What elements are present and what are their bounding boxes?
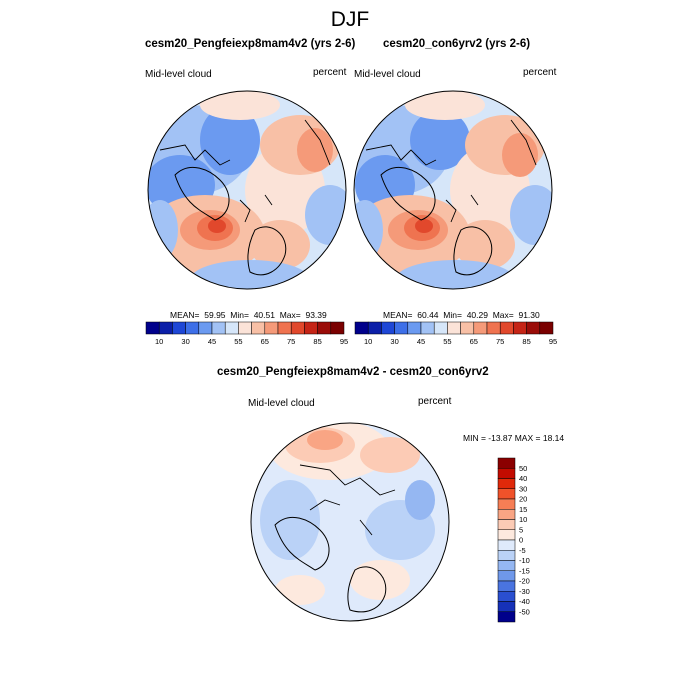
colorbar-swatch [354, 321, 369, 335]
diff-colorbar-tick-label: -5 [519, 546, 526, 555]
colorbar-swatch [290, 321, 305, 335]
colorbar-swatch [158, 321, 173, 335]
diff-colorbar-swatch [497, 468, 516, 479]
colorbar-swatch [407, 321, 422, 335]
colorbar-tick-label: 95 [549, 337, 557, 346]
colorbar-swatch [486, 321, 501, 335]
diff-colorbar-tick-label: -30 [519, 587, 530, 596]
colorbar-tick-label: 30 [390, 337, 398, 346]
diff-colorbar-tick-label: -50 [519, 607, 530, 616]
colorbar-swatch [185, 321, 200, 335]
colorbar-swatch [264, 321, 279, 335]
diff-colorbar-swatch [497, 570, 516, 582]
colorbar-tick-label: 45 [417, 337, 425, 346]
colorbar-swatch [224, 321, 239, 335]
colorbar-swatch [473, 321, 488, 335]
diff-colorbar-swatch [497, 601, 516, 612]
colorbar-swatch [499, 321, 514, 335]
diff-colorbar-swatch [497, 519, 516, 530]
panel1-stats: MEAN= 59.95 Min= 40.51 Max= 93.39 [170, 310, 327, 320]
diff-colorbar-swatch [497, 457, 516, 469]
colorbar-swatch [447, 321, 461, 335]
panel1-variable: Mid-level cloud [145, 69, 212, 80]
diff-colorbar-swatch [497, 591, 516, 602]
diff-colorbar-tick-label: -40 [519, 597, 530, 606]
panel1-colorbar: 10 30 45 55 65 75 85 95 [145, 321, 348, 346]
diff-colorbar-swatch [497, 478, 516, 489]
colorbar-tick-label: 85 [313, 337, 321, 346]
colorbar-swatch [330, 321, 345, 335]
diff-colorbar-swatch [497, 611, 516, 623]
colorbar-swatch [539, 321, 554, 335]
colorbar-tick-label: 95 [340, 337, 348, 346]
diff-colorbar-tick-label: -10 [519, 556, 530, 565]
panel2-colorbar: 10 30 45 55 65 75 85 95 [354, 321, 557, 346]
colorbar-swatch [238, 321, 252, 335]
colorbar-swatch [145, 321, 160, 335]
colorbar-swatch [367, 321, 382, 335]
diff-colorbar-tick-label: 15 [519, 505, 527, 514]
panel1-polar-map [147, 90, 347, 290]
diff-colorbar-swatch [497, 560, 516, 571]
colorbar-swatch [304, 321, 318, 335]
panel2-stats: MEAN= 60.44 Min= 40.29 Max= 91.30 [383, 310, 540, 320]
colorbar-swatch [513, 321, 527, 335]
diff-colorbar-swatch [497, 509, 516, 520]
panel3-variable: Mid-level cloud [248, 398, 315, 409]
colorbar-tick-label: 55 [443, 337, 451, 346]
colorbar-swatch [394, 321, 409, 335]
colorbar-tick-label: 30 [181, 337, 189, 346]
diff-colorbar-tick-label: 50 [519, 464, 527, 473]
diff-colorbar-tick-label: 20 [519, 495, 527, 504]
colorbar-swatch [198, 321, 213, 335]
colorbar-swatch [433, 321, 448, 335]
diff-colorbar-tick-label: 40 [519, 474, 527, 483]
panel3-stats: MIN = -13.87 MAX = 18.14 [463, 433, 565, 443]
colorbar-swatch [172, 321, 186, 335]
diff-colorbar-tick-label: 5 [519, 525, 523, 534]
diff-colorbar-tick-label: -15 [519, 566, 530, 575]
colorbar-tick-label: 55 [234, 337, 242, 346]
colorbar-swatch [277, 321, 292, 335]
colorbar-tick-label: 75 [496, 337, 504, 346]
diff-colorbar-swatch [497, 529, 516, 541]
diff-colorbar-swatch [497, 539, 516, 551]
colorbar-tick-label: 10 [155, 337, 163, 346]
colorbar-swatch [420, 321, 435, 335]
colorbar-swatch [251, 321, 266, 335]
figure-title: DJF [330, 8, 370, 31]
colorbar-tick-label: 10 [364, 337, 372, 346]
colorbar-tick-label: 85 [522, 337, 530, 346]
diff-colorbar-swatch [497, 498, 516, 510]
panel2-title: cesm20_con6yrv2 (yrs 2-6) [383, 38, 531, 50]
diff-colorbar-tick-label: -20 [519, 577, 530, 586]
diff-colorbar-swatch [497, 488, 516, 500]
diff-colorbar-swatch [497, 550, 516, 561]
panel1-units: percent [313, 67, 347, 78]
diff-colorbar-tick-label: 10 [519, 515, 527, 524]
colorbar-swatch [317, 321, 332, 335]
colorbar-tick-label: 65 [470, 337, 478, 346]
diff-colorbar-swatch [497, 580, 516, 592]
panel2-units: percent [523, 67, 557, 78]
colorbar-tick-label: 45 [208, 337, 216, 346]
panel2-variable: Mid-level cloud [354, 69, 421, 80]
colorbar-swatch [211, 321, 226, 335]
colorbar-tick-label: 65 [261, 337, 269, 346]
panel1-title: cesm20_Pengfeiexp8mam4v2 (yrs 2-6) [145, 38, 356, 50]
panel3-title: cesm20_Pengfeiexp8mam4v2 - cesm20_con6yr… [217, 366, 489, 378]
colorbar-tick-label: 75 [287, 337, 295, 346]
panel2-polar-map [353, 90, 553, 290]
panel3-units: percent [418, 396, 452, 407]
diff-colorbar-tick-label: 30 [519, 484, 527, 493]
panel3-polar-map [250, 422, 450, 622]
colorbar-swatch [526, 321, 541, 335]
diff-colorbar-tick-label: 0 [519, 536, 523, 545]
colorbar-swatch [460, 321, 475, 335]
colorbar-swatch [381, 321, 395, 335]
